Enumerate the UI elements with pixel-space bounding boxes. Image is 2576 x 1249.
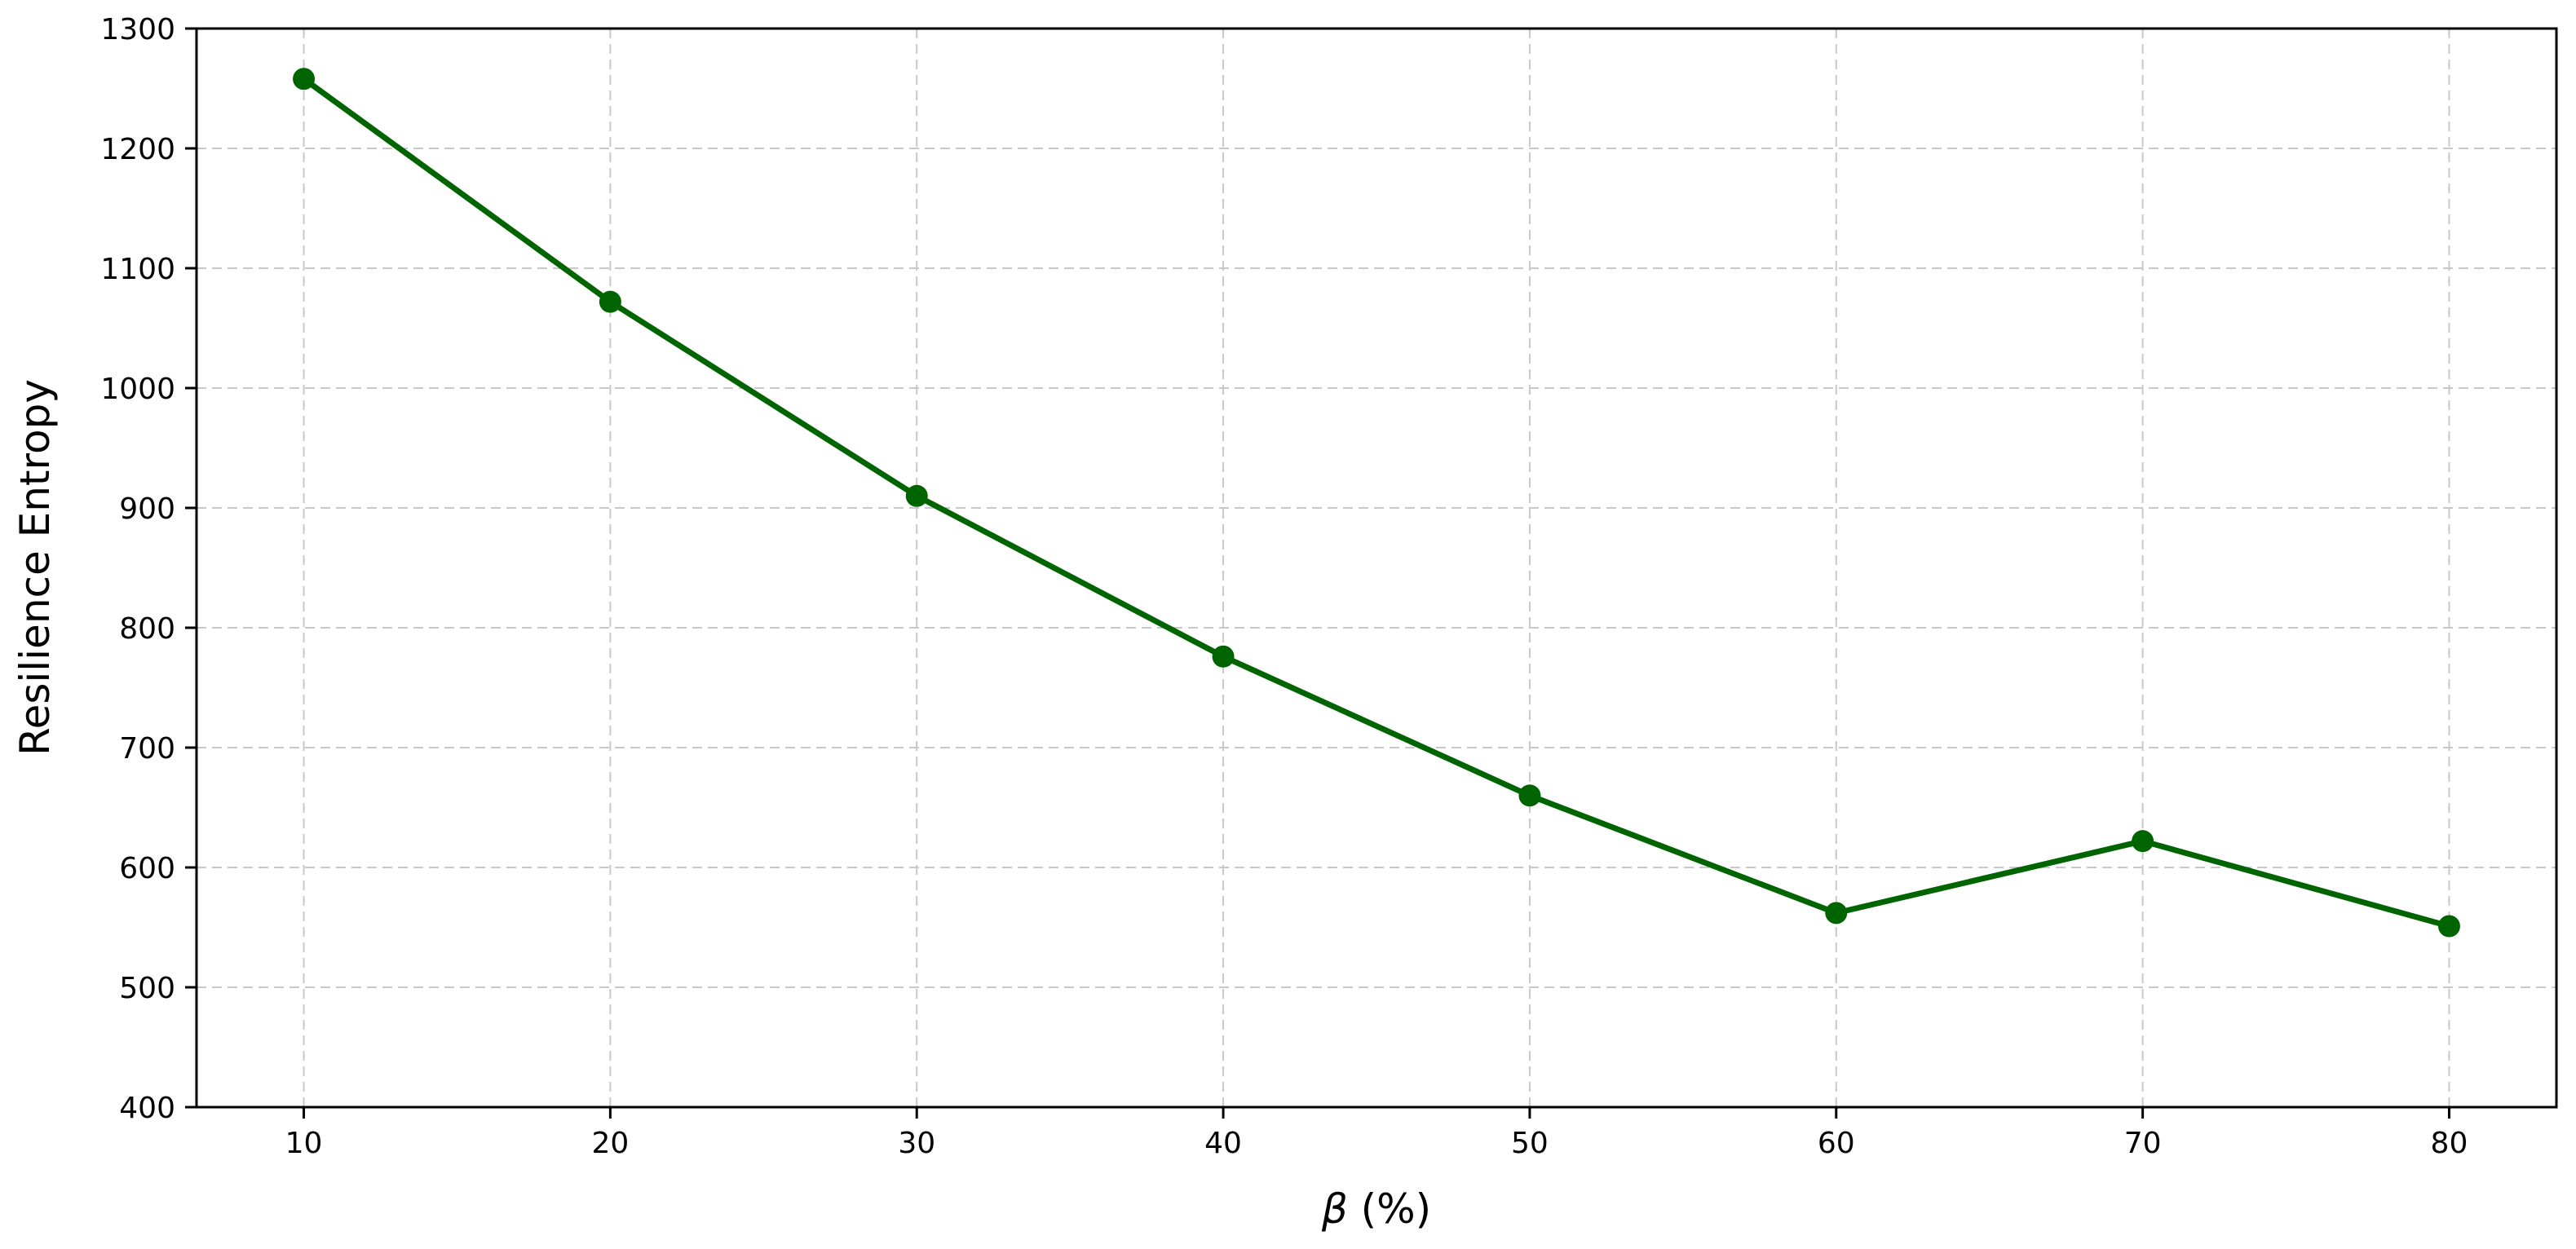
y-tick-label: 1200 [100,133,175,166]
x-tick-label: 60 [1818,1127,1855,1160]
x-axis-label: β (%) [1321,1185,1431,1233]
data-point-marker [599,290,621,313]
y-tick-label: 800 [119,612,175,646]
x-axis-label-symbol: β [1321,1185,1348,1233]
x-tick-label: 10 [285,1127,323,1160]
x-tick-label: 30 [898,1127,935,1160]
x-axis-label-unit: (%) [1348,1185,1431,1233]
tick-labels: 10 20 30 40 50 60 70 80 400 500 600 700 800 900 1000 11… [100,13,2468,1160]
x-tick-label: 50 [1511,1127,1549,1160]
y-tick-label: 1300 [100,13,175,46]
data-point-marker [1825,902,1848,925]
plot-area-frame [195,27,2558,1109]
x-tick-label: 80 [2431,1127,2468,1160]
y-tick-label: 900 [119,492,175,526]
data-point-marker [1518,784,1541,807]
x-tick-label: 20 [591,1127,629,1160]
y-tick-label: 500 [119,972,175,1005]
data-series [293,68,2460,938]
y-tick-label: 400 [119,1092,175,1125]
data-point-marker [1212,645,1235,668]
data-point-marker [2132,830,2154,853]
y-tick-label: 700 [119,732,175,766]
data-point-marker [293,68,316,90]
y-tick-label: 1000 [100,373,175,406]
x-tick-label: 40 [1204,1127,1242,1160]
data-point-marker [2437,915,2460,938]
data-point-marker [905,484,928,507]
series-line [301,76,2452,929]
y-axis-label: Resilience Entropy [11,379,59,756]
axis-ticks [185,27,2450,1119]
y-tick-label: 1100 [100,253,175,286]
x-tick-label: 70 [2124,1127,2162,1160]
y-tick-label: 600 [119,852,175,885]
